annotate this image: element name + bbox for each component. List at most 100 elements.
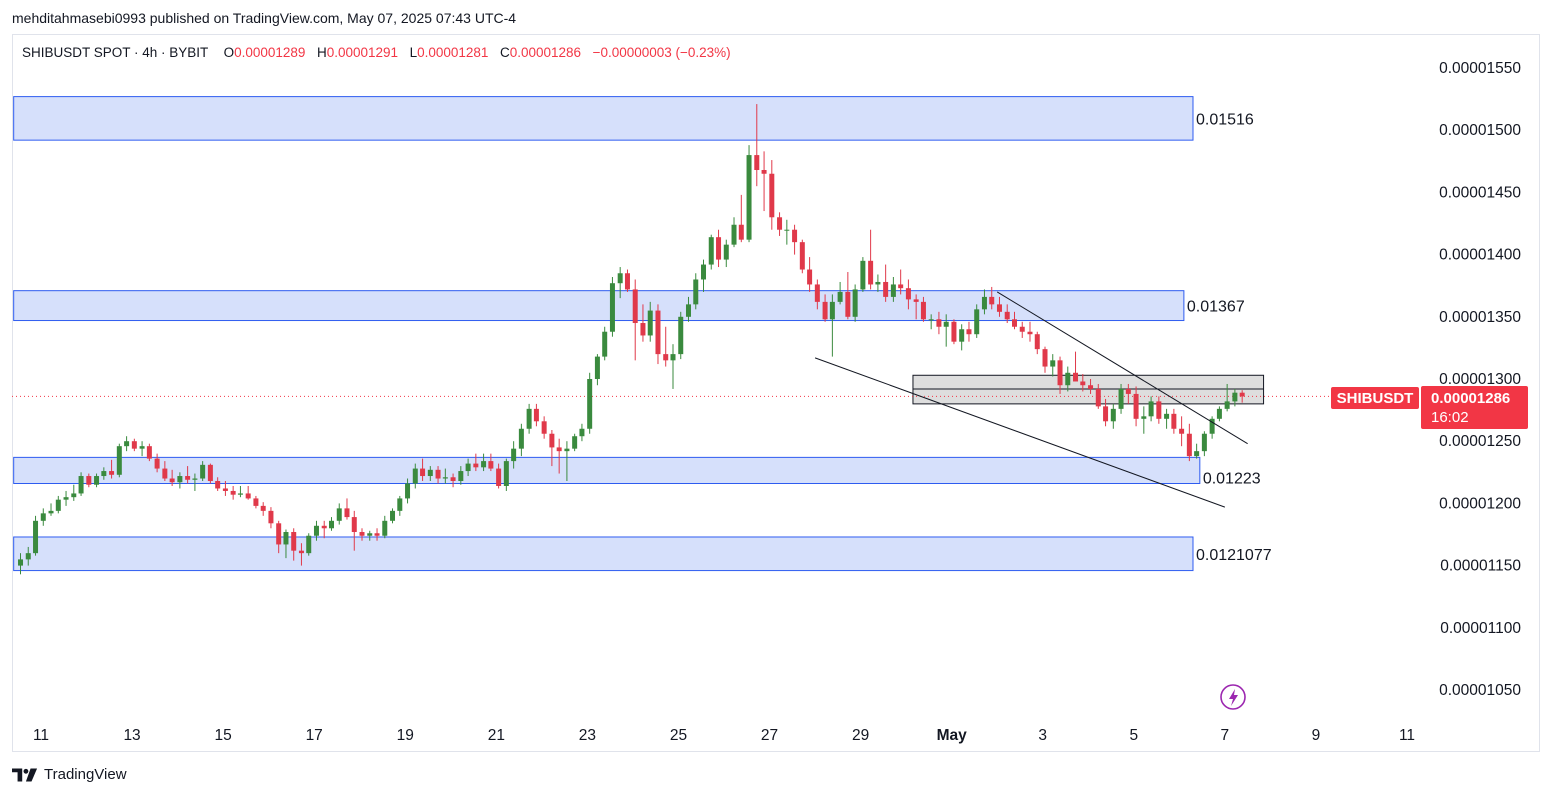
time-tick-label: 7 <box>1221 727 1230 744</box>
candle-up <box>48 510 54 514</box>
legend-low-value: 0.00001281 <box>417 45 489 60</box>
time-axis[interactable]: 11 13 15 17 19 21 23 25 27 29 May 3 5 7 9 11 <box>33 727 1415 744</box>
zone-0 <box>13 96 1194 141</box>
candle-up <box>746 155 752 240</box>
candle-up <box>116 446 122 475</box>
candle-down <box>1125 388 1131 394</box>
candle-down <box>556 447 562 452</box>
candle-down <box>374 533 380 536</box>
candle-up <box>594 356 600 379</box>
time-tick-label: 15 <box>215 727 232 744</box>
chart-frame[interactable] <box>12 34 1540 752</box>
candle-up <box>503 461 509 486</box>
price-tag-bg <box>1421 386 1528 429</box>
candle-down <box>351 517 357 533</box>
candle-down <box>951 321 957 342</box>
tradingview-footer[interactable]: TradingView <box>12 766 127 783</box>
price-axis[interactable]: 0.00001550 0.00001500 0.00001450 0.00001400… <box>1439 60 1521 699</box>
candle-up <box>959 329 965 342</box>
candle-down <box>913 299 919 302</box>
candle-down <box>291 532 297 551</box>
candle-down <box>185 476 191 480</box>
candle-down <box>496 468 502 486</box>
candle-down <box>253 498 259 506</box>
candle-up <box>518 428 524 449</box>
candle-up <box>647 310 653 336</box>
candle-down <box>1027 331 1033 335</box>
candle-down <box>807 269 813 285</box>
candle-up <box>405 483 411 499</box>
time-tick-label: 17 <box>306 727 323 744</box>
candle-down <box>268 510 274 524</box>
candle-up <box>875 281 881 285</box>
lightning-icon[interactable] <box>1220 684 1246 710</box>
candle-down <box>799 242 805 270</box>
candle-up <box>94 476 100 485</box>
legend-high-value: 0.00001291 <box>326 45 399 60</box>
zone-1 <box>13 290 1185 322</box>
candle-down <box>222 488 228 491</box>
candle-up <box>40 513 46 521</box>
zone-label: 0.01223 <box>1203 470 1261 487</box>
candle-down <box>966 329 972 335</box>
candle-down <box>488 461 494 469</box>
candle-down <box>298 550 304 554</box>
candle-up <box>442 477 448 479</box>
candle-up <box>1201 433 1207 452</box>
candle-down <box>1156 401 1162 419</box>
candle-down <box>868 260 874 285</box>
legend-title: SHIBUSDT SPOT · 4h · BYBIT <box>22 45 209 60</box>
candle-up <box>579 428 585 437</box>
trendline <box>996 291 1248 445</box>
candle-up <box>685 304 691 317</box>
candle-up <box>481 461 487 468</box>
candle-up <box>1194 451 1200 457</box>
candle-down <box>716 237 722 260</box>
time-tick-label: 19 <box>397 727 414 744</box>
time-tick-label: 29 <box>852 727 869 744</box>
candle-up <box>1141 416 1147 419</box>
candle-up <box>526 408 532 429</box>
candle-down <box>769 173 775 218</box>
candle-down <box>473 463 479 468</box>
candle-up <box>382 520 388 536</box>
candle-up <box>465 463 471 472</box>
candle-down <box>883 281 889 297</box>
candle-up <box>731 224 737 245</box>
legend-change: −0.00000003 (−0.23%) <box>592 45 731 60</box>
candle-up <box>701 264 707 280</box>
candle-up <box>587 379 593 429</box>
candle-up <box>283 532 289 545</box>
candle-up <box>71 493 77 498</box>
candle-up <box>617 273 623 284</box>
candle-down <box>640 323 646 336</box>
candle-up <box>329 520 335 529</box>
candle-down <box>663 354 669 361</box>
candle-up <box>18 559 24 566</box>
candle-up <box>33 520 39 554</box>
candle-up <box>670 354 676 361</box>
candle-down <box>1103 406 1109 422</box>
price-tag-countdown: 16:02 <box>1431 409 1469 426</box>
legend-close-value: 0.00001286 <box>509 45 582 60</box>
candle-down <box>541 421 547 434</box>
candle-down <box>1179 428 1185 434</box>
candle-up <box>981 296 987 310</box>
symbol-legend: SHIBUSDT SPOT · 4h · BYBIT O0.00001289 H… <box>22 45 731 60</box>
candle-down <box>276 523 282 545</box>
price-tick-label: 0.00001200 <box>1439 495 1521 512</box>
price-tick-label: 0.00001050 <box>1439 682 1521 699</box>
time-tick-label: 21 <box>488 727 505 744</box>
candle-down <box>754 155 760 171</box>
candle-up <box>708 237 714 265</box>
candle-down <box>420 468 426 477</box>
legend-open-label: O <box>223 45 235 60</box>
candle-down <box>146 446 152 459</box>
candle-down <box>905 288 911 300</box>
candle-up <box>237 493 243 495</box>
price-tick-label: 0.00001100 <box>1440 620 1521 637</box>
price-tick-label: 0.00001550 <box>1439 60 1521 77</box>
candle-down <box>624 273 630 290</box>
time-tick-label: 27 <box>761 727 778 744</box>
